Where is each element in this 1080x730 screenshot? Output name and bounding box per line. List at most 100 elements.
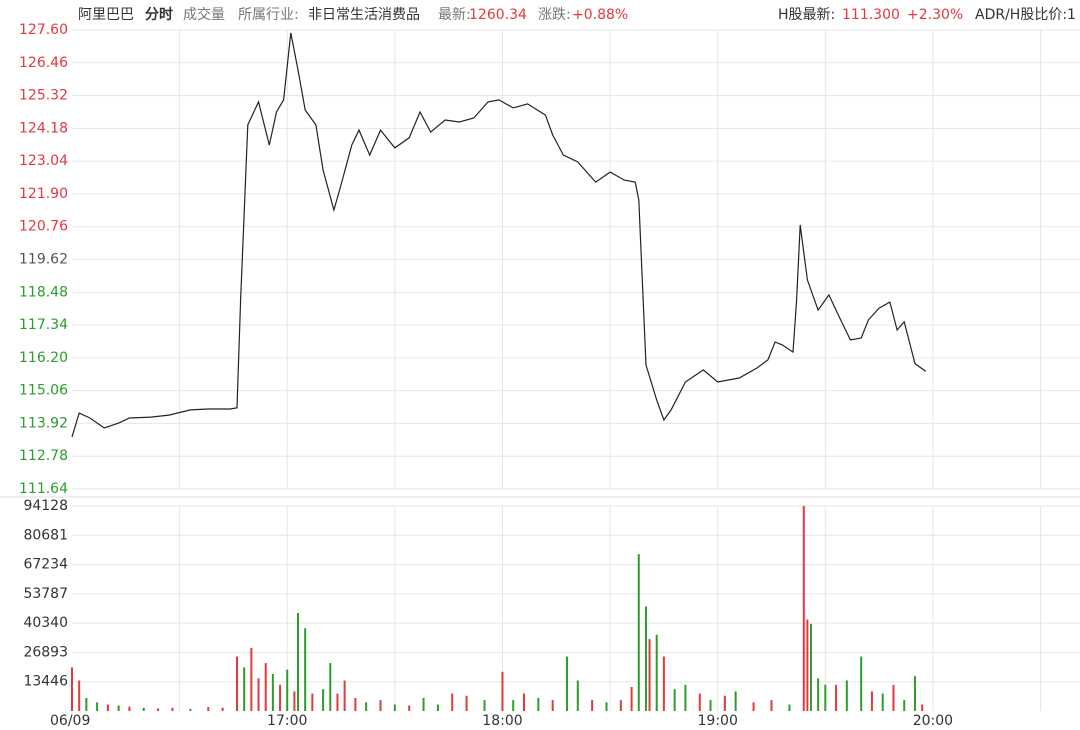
- y-tick-label: 13446: [23, 674, 68, 690]
- y-tick-label: 67234: [23, 557, 68, 573]
- volume-bar: [605, 702, 608, 711]
- volume-bar: [921, 704, 924, 711]
- volume-bar: [189, 708, 192, 711]
- h-change: +2.30%: [907, 7, 963, 23]
- volume-bar: [142, 707, 145, 711]
- volume-bar: [662, 656, 665, 711]
- h-label: H股最新:: [778, 7, 835, 23]
- x-tick-label: 18:00: [482, 713, 522, 729]
- y-tick-label: 26893: [23, 644, 68, 660]
- volume-bar: [257, 678, 260, 711]
- volume-bar: [236, 656, 239, 711]
- volume-bar: [329, 663, 332, 711]
- volume-bar: [892, 684, 895, 711]
- y-tick-label: 121.90: [19, 186, 68, 202]
- volume-bar: [817, 678, 820, 711]
- volume-bar: [128, 706, 131, 711]
- volume-bar: [860, 656, 863, 711]
- y-tick-label: 113.92: [19, 415, 68, 431]
- volume-bar: [71, 667, 73, 711]
- volume-bar: [279, 684, 282, 711]
- tab-intraday[interactable]: 分时: [145, 6, 173, 23]
- volume-bar: [157, 708, 160, 711]
- y-tick-label: 120.76: [19, 219, 68, 235]
- volume-bar: [788, 704, 791, 711]
- volume-bar: [354, 697, 357, 711]
- tab-volume[interactable]: 成交量: [183, 6, 225, 23]
- volume-bar: [311, 693, 314, 711]
- volume-bar: [207, 707, 210, 711]
- change: +0.88%: [572, 7, 628, 23]
- volume-bar: [734, 691, 737, 711]
- h-price: 111.300: [842, 7, 900, 23]
- volume-bar: [903, 700, 906, 711]
- volume-bar: [835, 684, 838, 711]
- latest-label: 最新:: [438, 7, 471, 23]
- y-tick-label: 126.46: [19, 55, 68, 71]
- volume-bar: [512, 700, 515, 711]
- volume-bar: [221, 707, 224, 711]
- volume-bar: [243, 667, 246, 711]
- volume-bar: [501, 671, 504, 711]
- volume-bar: [379, 700, 382, 711]
- y-tick-label: 127.60: [19, 22, 68, 38]
- volume-bar: [96, 702, 99, 711]
- volume-bar: [723, 695, 726, 711]
- latest: 1260.34: [469, 7, 527, 23]
- volume-bar: [637, 554, 640, 711]
- volume-bar: [171, 707, 174, 711]
- volume-bar: [85, 697, 88, 711]
- volume-bar: [913, 676, 916, 711]
- volume-bar: [465, 695, 468, 711]
- volume-bar: [78, 680, 81, 711]
- volume-bar: [322, 689, 325, 711]
- industry: 非日常生活消费品: [308, 7, 420, 23]
- y-tick-label: 40340: [23, 615, 68, 631]
- volume-bar: [770, 700, 773, 711]
- y-tick-label: 119.62: [19, 252, 68, 268]
- volume-bar: [673, 689, 676, 711]
- y-tick-label: 112.78: [19, 448, 68, 464]
- volume-bar: [393, 704, 396, 711]
- x-tick-label: 19:00: [698, 713, 738, 729]
- x-tick-label: 20:00: [913, 713, 953, 729]
- volume-bar: [802, 506, 805, 711]
- volume-bar: [293, 691, 296, 711]
- volume-bar: [408, 705, 411, 711]
- volume-bar: [881, 693, 884, 711]
- volume-bar: [566, 656, 569, 711]
- x-tick-label: 06/09: [50, 713, 90, 729]
- volume-bar: [551, 700, 554, 711]
- y-tick-label: 116.20: [19, 350, 68, 366]
- volume-bar: [806, 619, 809, 711]
- volume-bar: [343, 680, 346, 711]
- stock-name: 阿里巴巴: [78, 7, 134, 23]
- y-tick-label: 124.18: [19, 120, 68, 136]
- volume-bar: [336, 693, 339, 711]
- y-tick-label: 118.48: [19, 284, 68, 300]
- volume-bar: [250, 647, 253, 711]
- price-line: [71, 32, 927, 438]
- volume-bar: [824, 684, 827, 711]
- change-label: 涨跌:: [538, 7, 571, 23]
- volume-bar: [286, 669, 289, 711]
- volume-bar: [630, 687, 633, 711]
- volume-bar: [451, 693, 454, 711]
- y-tick-label: 111.64: [19, 481, 68, 497]
- volume-bar: [106, 704, 109, 711]
- y-tick-label: 123.04: [19, 153, 68, 169]
- volume-bar: [537, 697, 540, 711]
- volume-bar: [591, 700, 594, 711]
- y-tick-label: 115.06: [19, 383, 68, 399]
- volume-bar: [619, 700, 622, 711]
- y-tick-label: 53787: [23, 586, 68, 602]
- volume-bar: [655, 634, 658, 711]
- volume-bar: [365, 702, 368, 711]
- adr-label: ADR/H股比价:1: [975, 7, 1076, 23]
- volume-bar: [648, 639, 651, 711]
- y-tick-label: 80681: [23, 527, 68, 543]
- volume-bar: [709, 700, 712, 711]
- x-tick-label: 17:00: [267, 713, 307, 729]
